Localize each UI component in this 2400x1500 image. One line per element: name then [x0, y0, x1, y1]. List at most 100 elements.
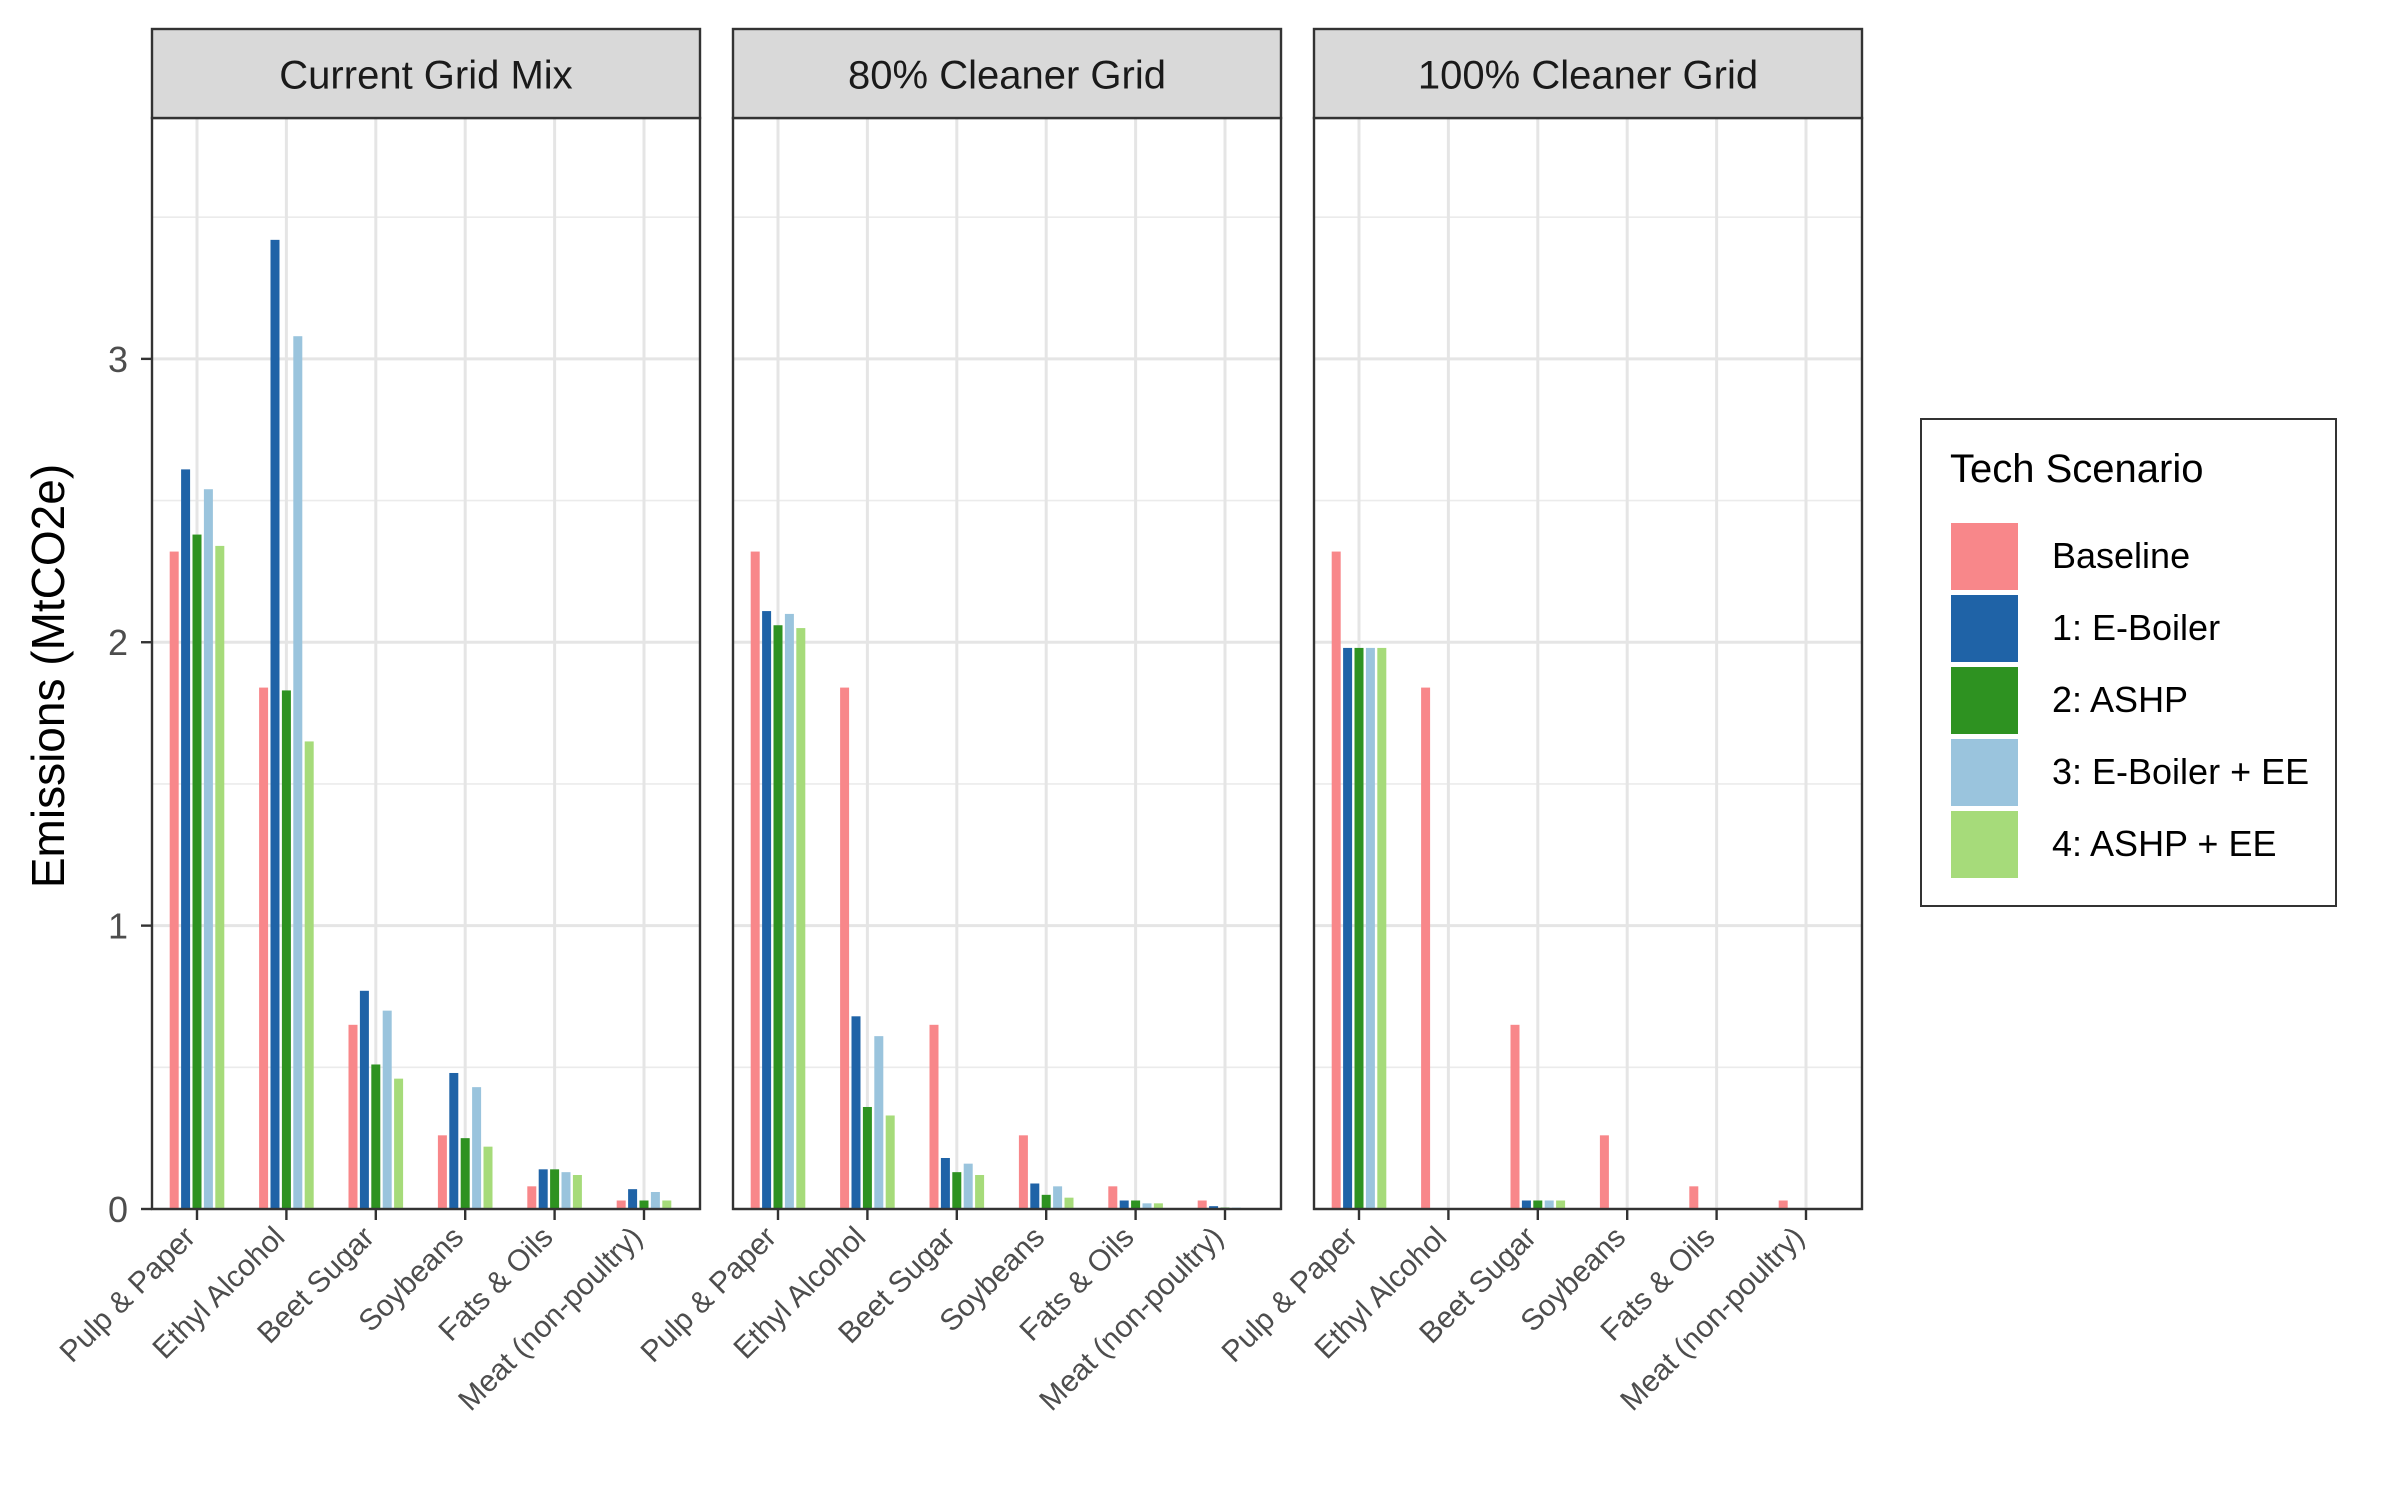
bar [359, 990, 369, 1209]
y-tick-label: 2 [108, 622, 128, 663]
legend-key [1951, 739, 2018, 806]
bar [1053, 1186, 1063, 1209]
bar [538, 1169, 548, 1209]
bar [293, 336, 303, 1209]
bar [1041, 1194, 1051, 1209]
bar [449, 1072, 459, 1209]
bar [483, 1146, 493, 1209]
legend-title: Tech Scenario [1950, 447, 2203, 491]
bar [885, 1115, 895, 1209]
bar [952, 1172, 962, 1209]
bar [1377, 647, 1387, 1209]
bar [181, 469, 191, 1209]
bar [1018, 1135, 1028, 1209]
legend-label: 3: E-Boiler + EE [2052, 751, 2309, 792]
bar [1421, 687, 1431, 1209]
panel-background [733, 118, 1281, 1209]
bar [561, 1172, 571, 1209]
bar [215, 545, 225, 1209]
bar [1119, 1200, 1129, 1209]
bar [460, 1138, 470, 1209]
bar [762, 611, 772, 1209]
legend-label: 2: ASHP [2052, 679, 2188, 720]
bar [527, 1186, 537, 1209]
facet-title: Current Grid Mix [279, 54, 572, 98]
legend-label: 4: ASHP + EE [2052, 823, 2276, 864]
y-tick-label: 3 [108, 339, 128, 380]
y-axis-label: Emissions (MtCO2e) [22, 464, 74, 888]
bar [192, 534, 202, 1209]
bar [203, 489, 213, 1209]
bar [963, 1163, 973, 1209]
bar [1365, 647, 1375, 1209]
bar [1197, 1200, 1207, 1209]
bar [1533, 1200, 1543, 1209]
bar [784, 613, 794, 1209]
bar [975, 1174, 985, 1209]
bar [750, 551, 760, 1209]
bar [1153, 1203, 1163, 1209]
bar [281, 690, 291, 1209]
facet-strip [731, 27, 1283, 120]
bar [550, 1169, 560, 1209]
bar [1544, 1200, 1554, 1209]
bar [662, 1200, 672, 1209]
y-tick-label: 0 [108, 1189, 128, 1230]
bar [1343, 647, 1353, 1209]
legend: Tech Scenario Baseline 1: E-Boiler 2: ASHP 3… [1920, 418, 2337, 907]
bar [472, 1087, 482, 1209]
bar [1778, 1200, 1788, 1209]
legend-key [1951, 595, 2018, 662]
bar [773, 625, 783, 1209]
legend-key [1951, 811, 2018, 878]
y-tick-label: 1 [108, 906, 128, 947]
bar [1556, 1200, 1566, 1209]
bar [371, 1064, 381, 1209]
bar [259, 687, 269, 1209]
bar [1599, 1135, 1609, 1209]
bar [650, 1191, 660, 1209]
bar [1131, 1200, 1141, 1209]
bar [1108, 1186, 1118, 1209]
bar [1689, 1186, 1699, 1209]
bar [851, 1016, 861, 1209]
bar [437, 1135, 447, 1209]
bar [382, 1010, 392, 1209]
y-axis: 0 1 2 3 [108, 339, 152, 1230]
bar [940, 1157, 950, 1209]
bar [1064, 1197, 1074, 1209]
bar [1510, 1024, 1520, 1209]
bar [1521, 1200, 1531, 1209]
bar [1209, 1206, 1219, 1209]
facet-title: 80% Cleaner Grid [848, 54, 1166, 98]
facet-strip [150, 27, 702, 120]
legend-label: Baseline [2052, 535, 2190, 576]
bar [840, 687, 850, 1209]
bar [796, 628, 806, 1209]
bar [270, 239, 280, 1210]
bar [639, 1200, 649, 1209]
legend-label: 1: E-Boiler [2052, 607, 2220, 648]
facet-title: 100% Cleaner Grid [1418, 54, 1758, 98]
panel-background [1314, 118, 1862, 1209]
bar [1030, 1183, 1040, 1209]
panel-background [152, 118, 700, 1209]
bar [929, 1024, 939, 1209]
bar [169, 551, 179, 1209]
bar [1354, 647, 1364, 1209]
bar [616, 1200, 626, 1209]
bar [874, 1036, 884, 1209]
bar [394, 1078, 404, 1209]
bar [1331, 551, 1341, 1209]
bar [862, 1106, 872, 1209]
bar [304, 741, 314, 1209]
facet-strip [1312, 27, 1864, 120]
bar [1142, 1203, 1152, 1209]
legend-key [1951, 667, 2018, 734]
bar [628, 1189, 638, 1209]
bar [348, 1024, 358, 1209]
